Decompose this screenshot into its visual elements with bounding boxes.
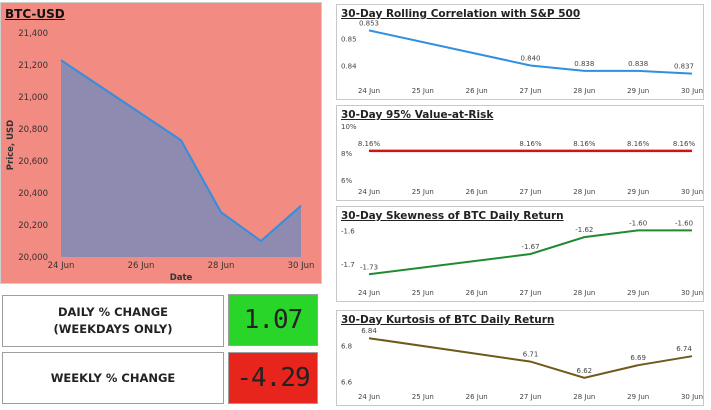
kurtosis-chart-title: 30-Day Kurtosis of BTC Daily Return	[341, 314, 555, 326]
kurtosis-chart-card[interactable]: 30-Day Kurtosis of BTC Daily Return 6.6 6…	[336, 310, 704, 406]
data-label: 6.74	[676, 345, 692, 353]
data-label: 0.840	[520, 55, 540, 63]
x-tick-label: 30 Jun	[681, 188, 703, 196]
weekly-change-label-card: WEEKLY % CHANGE	[2, 352, 224, 404]
daily-change-label-card: DAILY % CHANGE (WEEKDAYS ONLY)	[2, 295, 224, 347]
data-label: -1.62	[575, 226, 593, 234]
data-label: 8.16%	[573, 140, 596, 148]
price-area	[61, 60, 301, 258]
y-tick-label: 20,400	[18, 189, 48, 199]
price-line	[60, 59, 302, 243]
skewness-chart-title: 30-Day Skewness of BTC Daily Return	[341, 210, 564, 222]
value-at-risk-chart-card[interactable]: 30-Day 95% Value-at-Risk 6% 8% 10% 24 Jun 25…	[336, 105, 704, 201]
x-tick-label: 26 Jun	[466, 188, 488, 196]
x-tick-label: 30 Jun	[288, 261, 315, 271]
data-label: 6.69	[630, 354, 646, 362]
y-tick-label: 20,000	[18, 253, 48, 263]
skewness-chart: -1.7 -1.6 24 Jun 25 Jun 26 Jun 27 Jun 28 Jun 29…	[341, 219, 703, 297]
x-tick-label: 24 Jun	[358, 87, 380, 95]
weekly-change-value: -4.29	[236, 363, 310, 393]
x-tick-label: 28 Jun	[573, 188, 595, 196]
x-tick-label: 27 Jun	[519, 289, 541, 297]
y-tick-label: 20,200	[18, 221, 48, 231]
x-tick-label: 29 Jun	[627, 289, 649, 297]
data-label: 0.838	[628, 60, 648, 68]
daily-change-value-card: 1.07	[228, 294, 318, 346]
data-label: -1.67	[521, 243, 539, 251]
x-tick-label: 25 Jun	[412, 393, 434, 401]
series-line	[368, 337, 693, 379]
correlation-chart-title: 30-Day Rolling Correlation with S&P 500	[341, 8, 581, 20]
x-tick-label: 30 Jun	[681, 393, 703, 401]
x-tick-label: 29 Jun	[627, 87, 649, 95]
data-label: -1.60	[629, 219, 647, 227]
daily-change-value: 1.07	[243, 305, 304, 335]
x-tick-label: 28 Jun	[573, 289, 595, 297]
x-tick-label: 24 Jun	[358, 188, 380, 196]
x-tick-label: 28 Jun	[573, 87, 595, 95]
btc-price-chart-card[interactable]: BTC-USD 20,000 20,200 20,400 20,600 20,800 21…	[0, 2, 322, 284]
series-line	[368, 29, 693, 75]
y-axis-label: Price, USD	[6, 120, 16, 170]
x-tick-label: 27 Jun	[519, 87, 541, 95]
y-tick-label: 21,000	[18, 93, 48, 103]
x-tick-label: 27 Jun	[519, 188, 541, 196]
y-tick-label: 20,800	[18, 125, 48, 135]
y-tick-label: 8%	[341, 150, 352, 158]
correlation-chart-card[interactable]: 30-Day Rolling Correlation with S&P 500 …	[336, 4, 704, 100]
kurtosis-chart: 6.6 6.8 24 Jun 25 Jun 26 Jun 27 Jun 28 Jun 29 J…	[341, 327, 703, 401]
data-label: 6.71	[523, 351, 539, 359]
daily-change-label: DAILY % CHANGE (WEEKDAYS ONLY)	[53, 305, 173, 336]
data-label: 8.16%	[519, 140, 542, 148]
y-tick-label: 6%	[341, 177, 352, 185]
x-tick-label: 30 Jun	[681, 289, 703, 297]
y-tick-label: 21,400	[18, 29, 48, 39]
data-label: -1.60	[675, 219, 693, 227]
x-tick-label: 26 Jun	[466, 289, 488, 297]
weekly-change-label: WEEKLY % CHANGE	[50, 370, 176, 385]
x-tick-label: 24 Jun	[358, 393, 380, 401]
x-tick-label: 29 Jun	[627, 188, 649, 196]
x-axis-label: Date	[170, 273, 193, 283]
x-tick-label: 27 Jun	[519, 393, 541, 401]
data-label: 8.16%	[358, 140, 381, 148]
y-tick-label: -1.7	[341, 261, 355, 269]
y-tick-label: 6.6	[341, 378, 353, 386]
data-label: 8.16%	[627, 140, 650, 148]
x-tick-label: 28 Jun	[208, 261, 235, 271]
y-tick-label: 21,200	[18, 61, 48, 71]
y-tick-label: 0.85	[341, 36, 357, 44]
btc-price-chart: 20,000 20,200 20,400 20,600 20,800 21,000 21,2…	[6, 29, 315, 283]
y-tick-label: 0.84	[341, 63, 357, 71]
x-tick-label: 25 Jun	[412, 289, 434, 297]
btc-chart-title: BTC-USD	[5, 7, 65, 21]
data-label: 6.84	[361, 327, 377, 335]
x-tick-label: 28 Jun	[573, 393, 595, 401]
weekly-change-value-card: -4.29	[228, 352, 318, 404]
data-label: 8.16%	[673, 140, 696, 148]
value-at-risk-chart-title: 30-Day 95% Value-at-Risk	[341, 109, 494, 121]
data-label: 0.853	[359, 19, 379, 27]
value-at-risk-chart: 6% 8% 10% 24 Jun 25 Jun 26 Jun 27 Jun 28 Jun 29 …	[341, 123, 703, 196]
x-tick-label: 26 Jun	[128, 261, 155, 271]
correlation-chart: 0.84 0.85 24 Jun 25 Jun 26 Jun 27 Jun 28 Jun 29…	[341, 19, 703, 95]
data-label: -1.73	[360, 263, 378, 271]
skewness-chart-card[interactable]: 30-Day Skewness of BTC Daily Return -1.7…	[336, 206, 704, 302]
data-label: 0.837	[674, 63, 694, 71]
data-label: 6.62	[577, 367, 593, 375]
data-label: 0.838	[574, 60, 594, 68]
x-tick-label: 25 Jun	[412, 87, 434, 95]
x-tick-label: 26 Jun	[466, 393, 488, 401]
y-tick-label: 20,600	[18, 157, 48, 167]
x-tick-label: 25 Jun	[412, 188, 434, 196]
y-tick-label: 10%	[341, 123, 357, 131]
x-tick-label: 24 Jun	[48, 261, 75, 271]
y-tick-label: -1.6	[341, 227, 355, 235]
y-tick-label: 6.8	[341, 342, 352, 350]
series-line	[368, 229, 692, 276]
x-tick-label: 26 Jun	[466, 87, 488, 95]
x-tick-label: 30 Jun	[681, 87, 703, 95]
x-tick-label: 24 Jun	[358, 289, 380, 297]
x-tick-label: 29 Jun	[627, 393, 649, 401]
